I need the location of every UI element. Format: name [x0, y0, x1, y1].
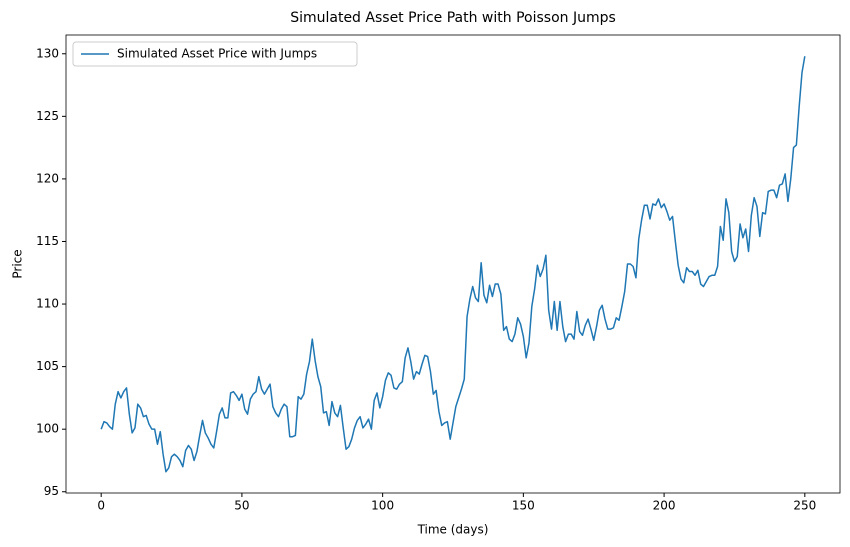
x-tick-label: 250 [793, 499, 816, 513]
x-axis-label: Time (days) [417, 523, 489, 537]
y-tick-label: 125 [36, 109, 59, 123]
y-axis-label: Price [11, 249, 25, 278]
x-tick-label: 50 [234, 499, 249, 513]
chart-title: Simulated Asset Price Path with Poisson … [290, 10, 616, 26]
x-tick-label: 150 [512, 499, 535, 513]
y-tick-label: 105 [36, 359, 59, 373]
legend-box [72, 41, 358, 67]
y-tick-label: 110 [36, 297, 59, 311]
y-tick-label: 120 [36, 171, 59, 185]
x-tick-label: 200 [653, 499, 676, 513]
y-tick-label: 100 [36, 422, 59, 436]
plot-frame [65, 34, 841, 494]
y-tick-label: 95 [44, 484, 59, 498]
line-series [100, 56, 806, 473]
legend-label: Simulated Asset Price with Jumps [117, 47, 317, 61]
x-tick-label: 0 [97, 499, 105, 513]
x-tick-label: 100 [371, 499, 394, 513]
y-tick-label: 130 [36, 46, 59, 60]
y-tick-label: 115 [36, 234, 59, 248]
